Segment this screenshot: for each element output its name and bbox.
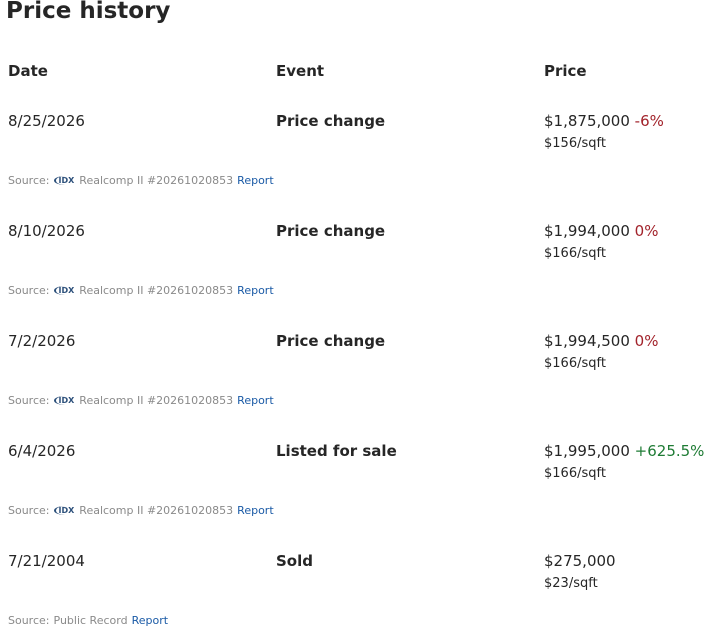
date: 7/2/2026 [8, 332, 76, 350]
report-link[interactable]: Report [131, 614, 169, 627]
event: Price change [276, 222, 386, 240]
price: $275,000 [544, 552, 616, 570]
price-per-sqft: $23/sqft [544, 576, 598, 591]
report-link[interactable]: Report [237, 174, 274, 187]
report-link[interactable]: Report [237, 284, 274, 297]
price: $1,994,000 0% [544, 222, 658, 240]
price: $1,994,500 0% [544, 332, 658, 350]
column-header: Event [276, 62, 325, 80]
price-change: 0% [634, 332, 659, 350]
column-header: Price [544, 62, 587, 80]
source-name: Realcomp II #20261020853 [79, 504, 234, 517]
event: Price change [276, 112, 386, 130]
source-name: Realcomp II #20261020853 [79, 174, 234, 187]
source: Source: IDX Realcomp II #20261020853 Report [8, 504, 274, 517]
source-label: Source: [8, 614, 50, 627]
column-header: Date [8, 62, 48, 80]
price-per-sqft: $166/sqft [544, 356, 606, 371]
source-label: Source: [8, 504, 50, 517]
report-link[interactable]: Report [237, 504, 274, 517]
source-logo: IDX [53, 286, 76, 295]
price-change: -6% [634, 112, 664, 130]
price-per-sqft: $156/sqft [544, 136, 606, 151]
source-name: Realcomp II #20261020853 [79, 284, 234, 297]
price-per-sqft: $166/sqft [544, 246, 606, 261]
report-link[interactable]: Report [237, 394, 274, 407]
price-value: $1,995,000 [544, 442, 630, 460]
price: $1,875,000 -6% [544, 112, 664, 130]
date: 7/21/2004 [8, 552, 85, 570]
date: 8/25/2026 [8, 112, 85, 130]
event: Price change [276, 332, 386, 350]
source: Source: IDX Realcomp II #20261020853 Report [8, 174, 274, 187]
price-value: $275,000 [544, 552, 616, 570]
source-logo: IDX [53, 176, 76, 185]
price-value: $1,994,500 [544, 332, 630, 350]
source: Source: Public Record Report [8, 614, 168, 627]
section-title: Price history [6, 0, 171, 24]
price-value: $1,875,000 [544, 112, 630, 130]
event: Sold [276, 552, 313, 570]
event: Listed for sale [276, 442, 397, 460]
price-value: $1,994,000 [544, 222, 630, 240]
source-logo: IDX [53, 396, 76, 405]
source-name: Public Record [53, 614, 128, 627]
source-logo: IDX [53, 506, 76, 515]
date: 8/10/2026 [8, 222, 85, 240]
price-change: 0% [634, 222, 659, 240]
source: Source: IDX Realcomp II #20261020853 Report [8, 394, 274, 407]
price: $1,995,000 +625.5% [544, 442, 704, 460]
price-per-sqft: $166/sqft [544, 466, 606, 481]
source: Source: IDX Realcomp II #20261020853 Report [8, 284, 274, 297]
price-change: +625.5% [634, 442, 705, 460]
source-name: Realcomp II #20261020853 [79, 394, 234, 407]
source-label: Source: [8, 174, 50, 187]
date: 6/4/2026 [8, 442, 76, 460]
source-label: Source: [8, 284, 50, 297]
source-label: Source: [8, 394, 50, 407]
